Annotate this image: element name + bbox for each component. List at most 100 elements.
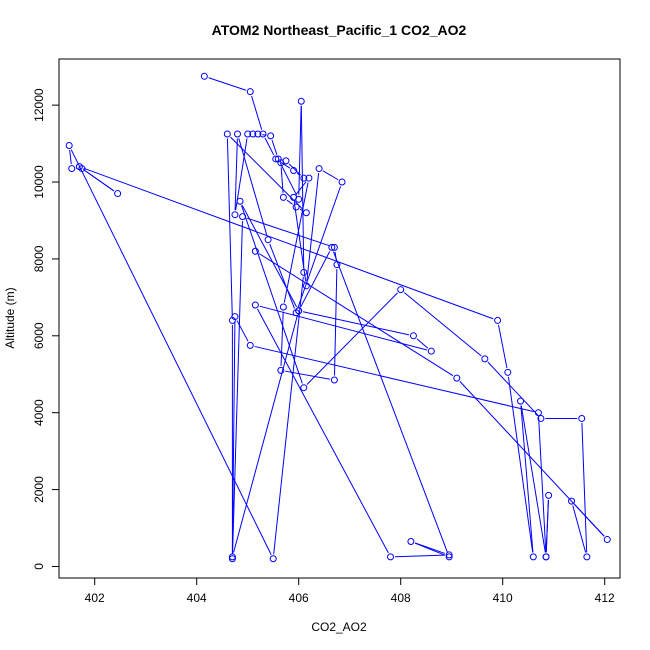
- data-point: [568, 497, 576, 505]
- series-segment: [234, 138, 238, 211]
- data-point: [583, 553, 591, 561]
- series-segment: [279, 162, 298, 196]
- data-point: [295, 195, 303, 203]
- series-segment: [232, 221, 243, 555]
- data-point: [251, 301, 259, 309]
- series-segment: [333, 269, 338, 376]
- series-segment: [235, 138, 248, 211]
- data-point: [292, 203, 300, 211]
- data-point: [453, 374, 461, 382]
- data-point: [279, 303, 287, 311]
- series-segment: [254, 345, 535, 413]
- data-point: [300, 174, 308, 182]
- y-tick-label: 10000: [32, 165, 46, 199]
- series-segment: [302, 311, 410, 336]
- data-point: [330, 376, 338, 384]
- series-segment: [538, 417, 547, 553]
- series-segment: [257, 308, 389, 554]
- y-tick-label: 12000: [32, 88, 46, 122]
- series-segment: [296, 181, 307, 195]
- data-point: [246, 88, 254, 96]
- chart-title: ATOM2 Northeast_Pacific_1 CO2_AO2: [212, 22, 467, 38]
- series-segment: [572, 505, 587, 553]
- series-segment: [279, 160, 291, 169]
- data-point: [65, 142, 73, 149]
- data-point: [529, 553, 537, 561]
- y-tick-label: 6000: [32, 322, 46, 349]
- series-segment: [300, 251, 331, 308]
- data-point: [277, 366, 285, 374]
- data-point: [228, 555, 236, 563]
- data-point: [259, 130, 267, 138]
- series-segment: [394, 554, 445, 558]
- x-axis: 402 404 406 408 410 412: [85, 577, 615, 605]
- series-segment: [507, 376, 534, 553]
- x-tick-label: 404: [187, 591, 207, 605]
- series-segment: [545, 499, 549, 553]
- series-segment: [246, 217, 331, 247]
- data-point: [427, 347, 435, 355]
- y-tick-label: 2000: [32, 476, 46, 503]
- series-segment: [226, 138, 233, 316]
- data-point: [223, 130, 231, 138]
- series-segment: [264, 137, 275, 156]
- plot-frame: [58, 58, 621, 579]
- data-point: [333, 261, 341, 269]
- data-point: [445, 553, 453, 561]
- data-point: [300, 268, 308, 276]
- data-point: [249, 130, 257, 138]
- data-point: [387, 553, 394, 561]
- data-point: [244, 130, 252, 138]
- series-segment: [416, 338, 429, 349]
- series-segment: [231, 321, 236, 553]
- series-segment: [280, 311, 284, 366]
- series-segment: [236, 320, 249, 342]
- series-segment: [459, 381, 605, 537]
- series-segment: [414, 542, 446, 554]
- series-segment: [300, 105, 305, 268]
- data-point: [545, 491, 553, 499]
- x-axis-label: CO2_AO2: [311, 620, 367, 634]
- x-tick-label: 406: [289, 591, 309, 605]
- y-tick-label: 8000: [32, 245, 46, 272]
- x-tick-label: 408: [391, 591, 411, 605]
- data-point: [300, 384, 308, 392]
- data-point: [315, 165, 323, 173]
- series-segment: [83, 167, 494, 320]
- data-point: [279, 193, 287, 201]
- data-point: [537, 414, 545, 422]
- series-segment: [306, 292, 398, 385]
- data-point: [330, 243, 338, 251]
- data-point: [542, 553, 550, 561]
- y-axis-label: Altitude (m): [3, 287, 17, 348]
- data-point: [297, 97, 305, 105]
- series-segment: [497, 324, 508, 369]
- series-segment: [487, 361, 539, 416]
- data-point: [328, 243, 336, 251]
- data-point: [251, 247, 259, 255]
- data-point: [75, 163, 83, 171]
- data-point: [68, 165, 76, 173]
- x-tick-label: 402: [85, 591, 105, 605]
- data-point: [234, 130, 241, 138]
- data-point: [236, 197, 244, 205]
- data-point: [274, 155, 282, 163]
- series-segment: [241, 205, 303, 384]
- data-point: [200, 72, 208, 80]
- series-segment: [286, 199, 293, 205]
- series-segment: [322, 170, 339, 181]
- data-point: [254, 130, 262, 138]
- series-segment: [581, 422, 588, 553]
- data-point: [267, 132, 275, 140]
- series-segment: [293, 201, 307, 282]
- data-point: [603, 536, 611, 544]
- data-point: [494, 316, 502, 324]
- data-point: [517, 397, 525, 405]
- series-segment: [520, 405, 534, 553]
- data-point: [397, 286, 405, 294]
- data-point: [302, 209, 310, 217]
- data-point: [445, 551, 453, 559]
- data-point: [114, 190, 122, 198]
- series-segment: [520, 405, 546, 553]
